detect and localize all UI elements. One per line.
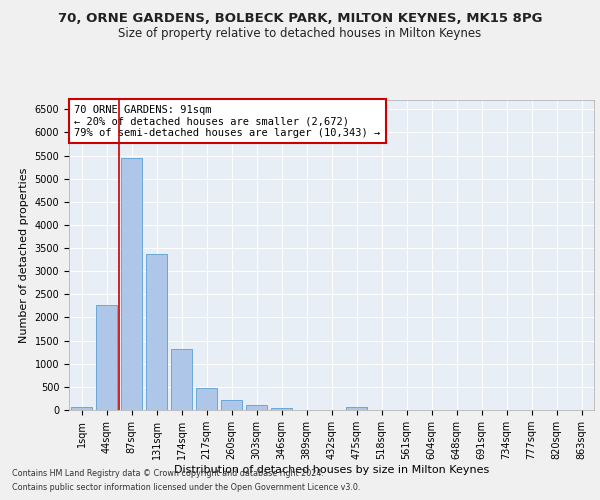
Bar: [221, 400, 242, 410]
Text: Contains HM Land Registry data © Crown copyright and database right 2024.: Contains HM Land Registry data © Crown c…: [12, 468, 324, 477]
Y-axis label: Number of detached properties: Number of detached properties: [19, 168, 29, 342]
Bar: [96, 304, 117, 410]
Bar: [246, 405, 267, 410]
X-axis label: Distribution of detached houses by size in Milton Keynes: Distribution of detached houses by size …: [174, 465, 489, 475]
Bar: [171, 350, 192, 410]
Bar: [346, 408, 367, 410]
Bar: [196, 388, 217, 410]
Bar: [121, 158, 142, 410]
Text: 70 ORNE GARDENS: 91sqm
← 20% of detached houses are smaller (2,672)
79% of semi-: 70 ORNE GARDENS: 91sqm ← 20% of detached…: [74, 104, 380, 138]
Text: Contains public sector information licensed under the Open Government Licence v3: Contains public sector information licen…: [12, 484, 361, 492]
Bar: [271, 408, 292, 410]
Text: 70, ORNE GARDENS, BOLBECK PARK, MILTON KEYNES, MK15 8PG: 70, ORNE GARDENS, BOLBECK PARK, MILTON K…: [58, 12, 542, 26]
Bar: [71, 406, 92, 410]
Text: Size of property relative to detached houses in Milton Keynes: Size of property relative to detached ho…: [118, 28, 482, 40]
Bar: [146, 254, 167, 410]
